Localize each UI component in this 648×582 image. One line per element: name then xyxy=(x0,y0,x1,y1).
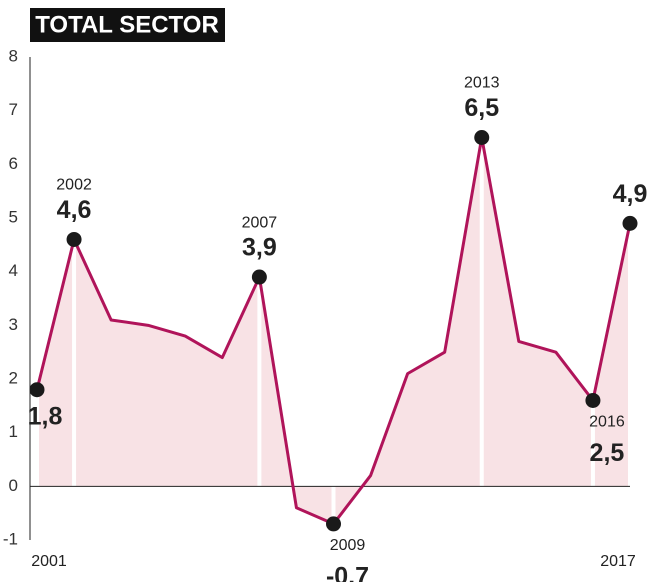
marker xyxy=(326,516,341,532)
chart-title: TOTAL SECTOR xyxy=(35,11,219,38)
marker xyxy=(474,130,490,145)
title-box xyxy=(30,8,225,42)
value-label: 3,9 xyxy=(242,234,277,262)
marker xyxy=(66,231,82,247)
value-label: 1,8 xyxy=(28,402,63,430)
year-label: 2013 xyxy=(464,75,500,92)
x-tick-label: 2001 xyxy=(31,553,67,570)
y-tick-label: 1 xyxy=(9,422,18,441)
y-tick-label: 8 xyxy=(9,46,18,65)
value-label: 2,5 xyxy=(590,439,625,467)
y-tick-label: -1 xyxy=(3,529,18,548)
y-tick-label: 4 xyxy=(9,261,18,280)
marker xyxy=(585,392,601,408)
y-tick-label: 0 xyxy=(9,476,18,495)
marker xyxy=(29,382,45,398)
value-label: -0,7 xyxy=(326,563,369,582)
y-tick-label: 5 xyxy=(9,207,18,226)
y-tick-label: 3 xyxy=(9,315,18,334)
y-tick-label: 7 xyxy=(9,100,18,119)
marker xyxy=(251,269,267,285)
area xyxy=(37,137,630,524)
marker xyxy=(622,215,638,231)
year-label: 2002 xyxy=(56,177,92,194)
year-label: 2009 xyxy=(330,537,366,554)
year-label: 2016 xyxy=(589,414,625,431)
value-label: 4,9 xyxy=(613,180,648,208)
x-tick-label: 2017 xyxy=(600,553,636,570)
y-tick-label: 2 xyxy=(9,368,18,387)
y-tick-label: 6 xyxy=(9,154,18,173)
year-label: 2007 xyxy=(242,214,278,231)
value-label: 6,5 xyxy=(464,94,499,122)
value-label: 4,6 xyxy=(57,196,92,224)
